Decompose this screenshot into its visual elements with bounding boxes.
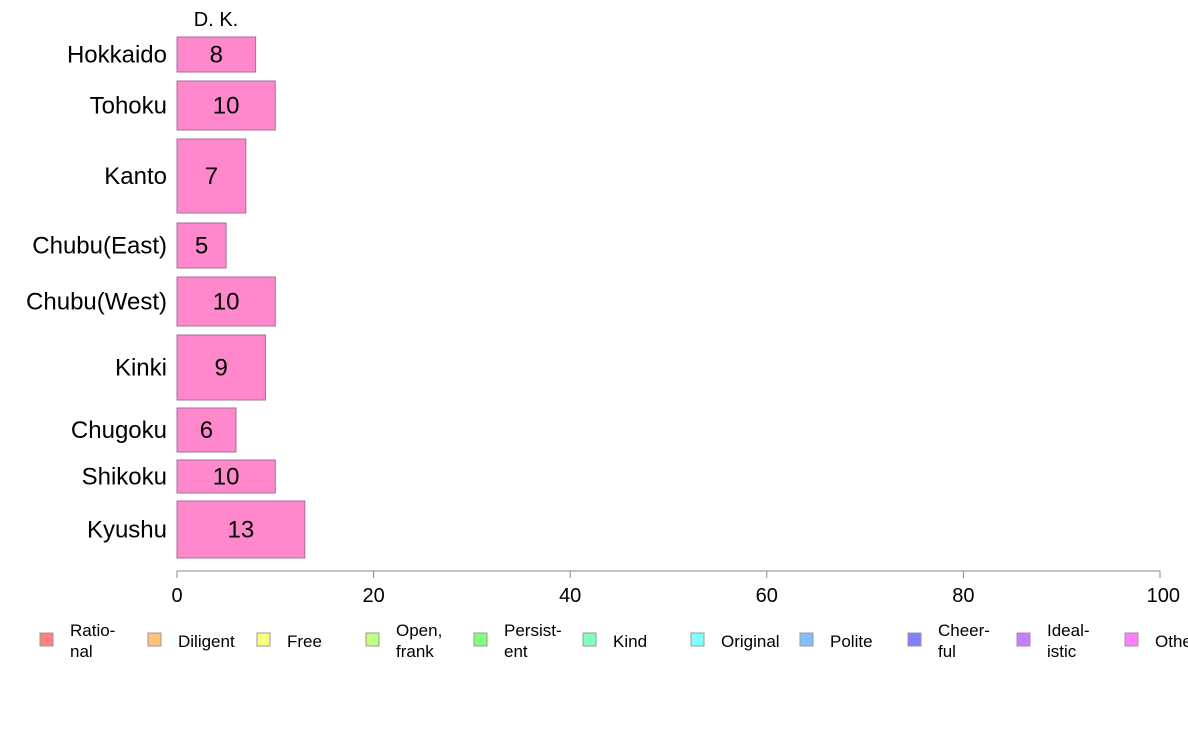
legend-label: Persist- <box>504 621 562 640</box>
category-label: Kinki <box>115 355 167 382</box>
x-tick-label: 0 <box>171 585 182 607</box>
bar-value-label: 13 <box>228 517 255 544</box>
category-label: Tohoku <box>90 93 167 120</box>
legend-swatch <box>39 632 54 647</box>
bar-kanto <box>176 138 247 214</box>
bar-hokkaido <box>176 36 257 73</box>
legend-swatch <box>1124 632 1139 647</box>
legend-label: Ideal- <box>1047 621 1090 640</box>
legend-label: Other <box>1155 632 1188 651</box>
bar-tohoku <box>176 80 276 131</box>
bar-kinki <box>176 334 266 401</box>
legend-label: Diligent <box>178 632 235 651</box>
bar-value-label: 6 <box>200 417 213 444</box>
legend-swatch <box>690 632 705 647</box>
legend-label: Free <box>287 632 322 651</box>
bar-value-label: 7 <box>205 163 218 190</box>
legend-swatch <box>799 632 814 647</box>
legend-swatch <box>365 632 380 647</box>
legend-label: nal <box>70 642 93 661</box>
legend-swatch <box>256 632 271 647</box>
x-axis: 0 20 40 60 80 100 <box>171 570 1180 607</box>
category-label: Kyushu <box>87 517 167 544</box>
legend-label: istic <box>1047 642 1077 661</box>
bars-group: 8 Hokkaido 10 Tohoku 7 Kanto 5 Chubu(East) 10 Chu… <box>26 36 306 559</box>
legend-swatch <box>907 632 922 647</box>
x-tick-label: 100 <box>1147 585 1180 607</box>
legend-label: Open, <box>396 621 442 640</box>
bar-chubu-east <box>176 222 227 269</box>
legend-label: Polite <box>830 632 873 651</box>
legend-label: frank <box>396 642 434 661</box>
legend-label: Ratio- <box>70 621 115 640</box>
legend-label: ent <box>504 642 528 661</box>
category-label: Chugoku <box>71 417 167 444</box>
bar-value-label: 8 <box>210 42 223 69</box>
category-label: Kanto <box>104 163 167 190</box>
legend-swatch <box>147 632 162 647</box>
bar-chugoku <box>176 407 237 453</box>
bar-chubu-west <box>176 276 276 327</box>
bar-value-label: 10 <box>213 464 240 491</box>
legend-swatch <box>1016 632 1031 647</box>
x-tick-label: 80 <box>952 585 974 607</box>
legend-label: Cheer- <box>938 621 990 640</box>
legend-swatch <box>582 632 597 647</box>
x-tick-label: 20 <box>362 585 384 607</box>
bar-value-label: 5 <box>195 233 208 260</box>
legend-label: Kind <box>613 632 647 651</box>
category-label: Chubu(West) <box>26 289 167 316</box>
legend-label: ful <box>938 642 956 661</box>
bar-kyushu <box>176 500 306 559</box>
panel-title: D. K. <box>194 9 238 31</box>
bar-shikoku <box>176 459 276 494</box>
x-tick-label: 40 <box>559 585 581 607</box>
legend: Ratio-nal Diligent Free Open, frank Persist-e… <box>39 621 1188 661</box>
legend-label: Original <box>721 632 780 651</box>
category-label: Chubu(East) <box>32 233 167 260</box>
bar-value-label: 10 <box>213 289 240 316</box>
category-label: Shikoku <box>82 464 167 491</box>
category-label: Hokkaido <box>67 42 167 69</box>
bar-value-label: 9 <box>215 355 228 382</box>
x-tick-label: 60 <box>756 585 778 607</box>
bar-value-label: 10 <box>213 93 240 120</box>
legend-swatch <box>473 632 488 647</box>
